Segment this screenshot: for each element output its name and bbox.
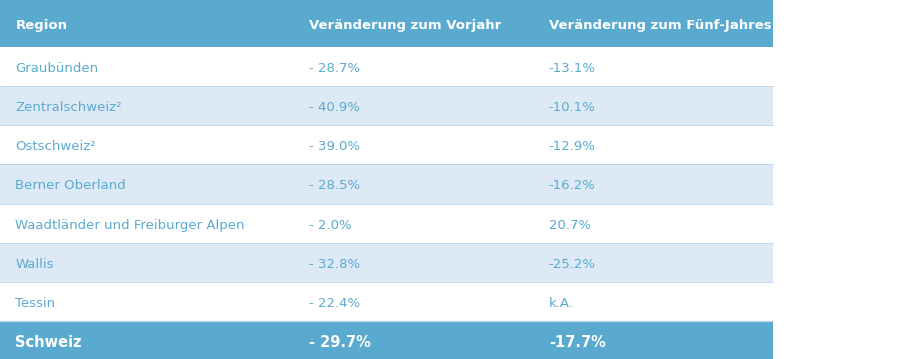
FancyBboxPatch shape [0, 47, 773, 86]
Text: Graubünden: Graubünden [15, 62, 99, 75]
FancyBboxPatch shape [0, 164, 773, 204]
Text: Veränderung zum Fünf-Jahres Durchschnitt¹: Veränderung zum Fünf-Jahres Durchschnitt… [549, 19, 878, 32]
Text: - 22.4%: - 22.4% [310, 297, 360, 310]
Text: Region: Region [15, 19, 68, 32]
Text: Wallis: Wallis [15, 258, 54, 271]
Text: Veränderung zum Vorjahr: Veränderung zum Vorjahr [310, 19, 501, 32]
FancyBboxPatch shape [0, 125, 773, 164]
Text: k.A.: k.A. [549, 297, 573, 310]
FancyBboxPatch shape [0, 86, 773, 125]
Text: -10.1%: -10.1% [549, 101, 596, 114]
FancyBboxPatch shape [0, 0, 773, 47]
Text: - 28.5%: - 28.5% [310, 180, 360, 192]
Text: Schweiz: Schweiz [15, 335, 82, 350]
Text: -16.2%: -16.2% [549, 180, 596, 192]
Text: - 28.7%: - 28.7% [310, 62, 360, 75]
Text: Zentralschweiz²: Zentralschweiz² [15, 101, 122, 114]
FancyBboxPatch shape [0, 282, 773, 321]
FancyBboxPatch shape [0, 321, 773, 359]
Text: Berner Oberland: Berner Oberland [15, 180, 126, 192]
Text: Tessin: Tessin [15, 297, 56, 310]
Text: - 32.8%: - 32.8% [310, 258, 360, 271]
Text: - 39.0%: - 39.0% [310, 140, 360, 153]
Text: Ostschweiz²: Ostschweiz² [15, 140, 96, 153]
FancyBboxPatch shape [0, 204, 773, 243]
FancyBboxPatch shape [0, 243, 773, 282]
Text: -17.7%: -17.7% [549, 335, 606, 350]
Text: Waadtländer und Freiburger Alpen: Waadtländer und Freiburger Alpen [15, 219, 245, 232]
Text: -13.1%: -13.1% [549, 62, 596, 75]
Text: - 2.0%: - 2.0% [310, 219, 352, 232]
Text: 20.7%: 20.7% [549, 219, 591, 232]
Text: - 40.9%: - 40.9% [310, 101, 360, 114]
Text: -12.9%: -12.9% [549, 140, 596, 153]
Text: -25.2%: -25.2% [549, 258, 596, 271]
Text: - 29.7%: - 29.7% [310, 335, 371, 350]
